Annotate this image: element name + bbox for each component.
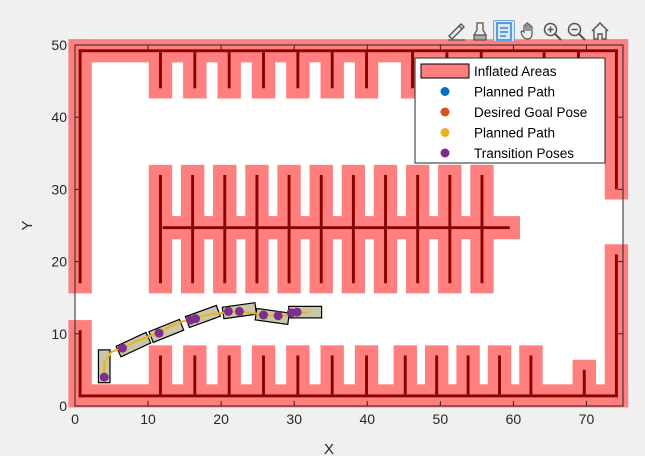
obstacles bbox=[78, 49, 618, 398]
obstacle bbox=[319, 174, 323, 284]
pan-button[interactable] bbox=[517, 20, 539, 42]
obstacle bbox=[614, 49, 618, 190]
legend-label: Desired Goal Pose bbox=[474, 105, 587, 120]
datatip-icon bbox=[496, 22, 512, 41]
y-tick-label: 10 bbox=[51, 326, 67, 342]
axes-toolbar bbox=[445, 18, 611, 44]
obstacle bbox=[365, 52, 368, 89]
y-tick-label: 0 bbox=[59, 398, 67, 414]
zoom-in-button[interactable] bbox=[541, 20, 563, 42]
obstacle bbox=[529, 355, 533, 395]
legend-label: Planned Path bbox=[474, 126, 555, 141]
zoom-out-icon bbox=[567, 22, 586, 41]
obstacle bbox=[435, 355, 439, 395]
legend-marker bbox=[440, 148, 450, 158]
obstacle bbox=[330, 355, 334, 395]
obstacle bbox=[78, 49, 82, 284]
legend[interactable]: Inflated Areas Planned Path Desired Goal P… bbox=[414, 57, 606, 164]
axes-box bbox=[74, 44, 624, 407]
obstacle bbox=[193, 52, 197, 89]
transition-pose-marker bbox=[99, 372, 109, 382]
obstacle bbox=[78, 394, 618, 398]
x-tick-label: 60 bbox=[506, 411, 522, 427]
y-tick-label: 20 bbox=[51, 254, 67, 270]
edit-icon bbox=[448, 23, 465, 41]
obstacle bbox=[403, 355, 407, 395]
transition-pose-marker bbox=[292, 307, 302, 317]
x-tick-label: 20 bbox=[213, 411, 229, 427]
y-tick-label: 50 bbox=[51, 37, 67, 53]
transition-pose-marker bbox=[191, 314, 201, 324]
transition-pose-marker bbox=[259, 310, 269, 320]
obstacle bbox=[448, 174, 452, 284]
obstacle bbox=[416, 174, 420, 284]
obstacle bbox=[498, 355, 501, 395]
obstacle bbox=[227, 52, 231, 89]
obstacle bbox=[162, 226, 510, 230]
y-tick-label: 40 bbox=[51, 109, 67, 125]
transition-pose-marker bbox=[273, 311, 283, 321]
x-tick-label: 50 bbox=[433, 411, 449, 427]
obstacle bbox=[262, 355, 265, 395]
zoom-out-button[interactable] bbox=[565, 20, 587, 42]
obstacle bbox=[466, 355, 470, 395]
home-icon bbox=[591, 21, 609, 40]
transition-pose-marker bbox=[154, 328, 164, 338]
obstacle bbox=[262, 52, 265, 89]
obstacle bbox=[227, 355, 231, 395]
obstacle bbox=[78, 49, 618, 53]
zoom-in-icon bbox=[543, 22, 562, 41]
obstacle bbox=[614, 254, 618, 398]
transition-pose-marker bbox=[234, 306, 244, 316]
obstacle bbox=[411, 52, 415, 89]
obstacle bbox=[351, 174, 355, 284]
obstacle bbox=[191, 174, 195, 284]
x-axis-label: X bbox=[324, 441, 334, 456]
brush-icon bbox=[472, 22, 488, 41]
legend-label: Transition Poses bbox=[474, 146, 574, 161]
legend-marker bbox=[440, 87, 450, 96]
x-tick-label: 30 bbox=[286, 411, 302, 427]
obstacle bbox=[287, 174, 291, 284]
legend-marker bbox=[440, 107, 450, 117]
datatip-button[interactable] bbox=[493, 20, 515, 42]
obstacle bbox=[296, 355, 300, 395]
brush-button[interactable] bbox=[469, 20, 491, 42]
obstacle bbox=[159, 52, 162, 89]
edit-button[interactable] bbox=[445, 20, 467, 42]
legend-label: Inflated Areas bbox=[474, 64, 557, 79]
obstacle bbox=[365, 355, 368, 395]
obstacle bbox=[193, 355, 197, 395]
home-button[interactable] bbox=[589, 20, 611, 42]
legend-swatch bbox=[420, 63, 470, 79]
x-tick-label: 0 bbox=[71, 411, 79, 427]
obstacle bbox=[78, 330, 82, 398]
x-tick-label: 40 bbox=[359, 411, 375, 427]
y-axis-label: Y bbox=[19, 220, 36, 230]
legend-marker bbox=[440, 128, 450, 137]
obstacle bbox=[296, 52, 300, 89]
obstacle bbox=[582, 369, 586, 395]
transition-poses bbox=[99, 306, 302, 382]
obstacle bbox=[384, 174, 387, 284]
obstacle bbox=[223, 174, 227, 284]
y-tick-label: 30 bbox=[51, 181, 67, 197]
pan-icon bbox=[520, 22, 533, 40]
transition-pose-marker bbox=[223, 306, 233, 316]
obstacle bbox=[159, 355, 162, 395]
obstacle bbox=[255, 174, 259, 284]
x-tick-label: 10 bbox=[140, 411, 156, 427]
obstacle bbox=[330, 52, 334, 89]
legend-label: Planned Path bbox=[474, 85, 555, 100]
x-tick-label: 70 bbox=[579, 411, 595, 427]
transition-pose-marker bbox=[117, 343, 127, 353]
obstacle bbox=[159, 174, 162, 284]
obstacle bbox=[480, 174, 484, 284]
axes: 0 10 20 30 40 50 60 70 0 10 20 30 40 50 X Y bbox=[19, 37, 624, 456]
